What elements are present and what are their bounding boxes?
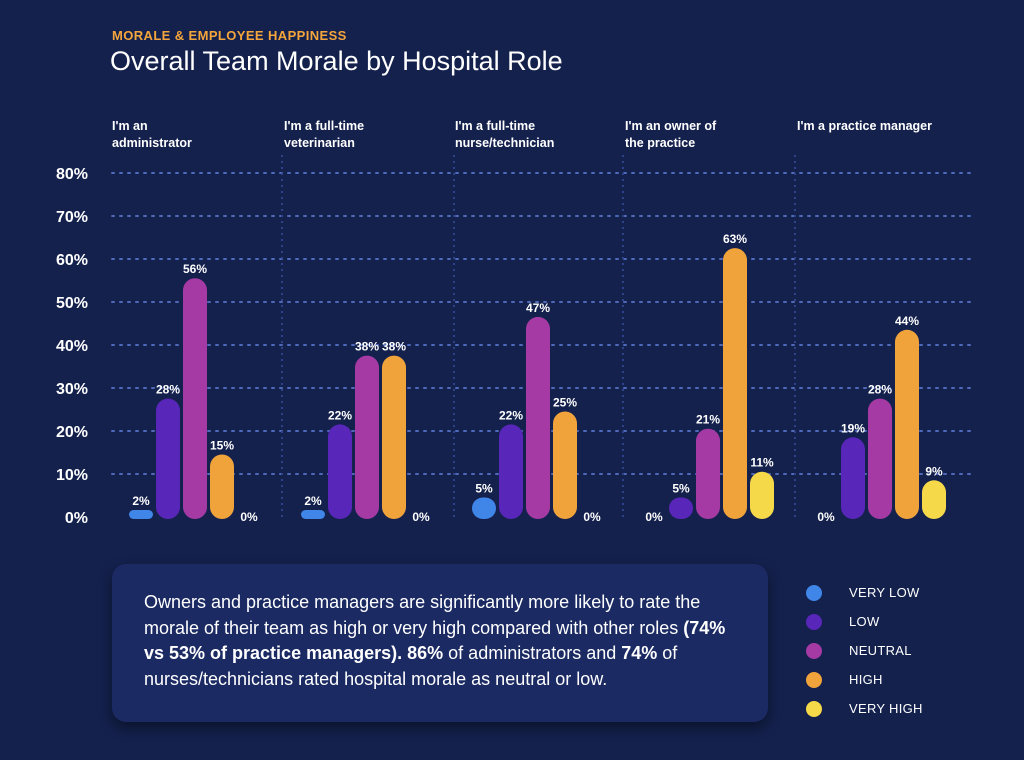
bar-low <box>669 497 693 519</box>
data-label: 2% <box>304 494 322 508</box>
summary-callout: Owners and practice managers are signifi… <box>112 564 768 722</box>
data-label: 2% <box>132 494 150 508</box>
bar-high <box>210 454 234 519</box>
data-label: 38% <box>355 340 379 354</box>
y-tick-label: 70% <box>56 209 88 226</box>
legend-dot-low <box>806 613 822 630</box>
legend-label-high: HIGH <box>849 672 883 687</box>
data-label: 38% <box>382 340 406 354</box>
section-eyebrow: MORALE & EMPLOYEE HAPPINESS <box>112 28 347 43</box>
legend-item-low: LOW <box>806 607 923 636</box>
bar-very-low <box>129 510 153 519</box>
y-tick-label: 80% <box>56 166 88 183</box>
y-tick-label: 20% <box>56 424 88 441</box>
bar-low <box>328 424 352 519</box>
legend-label-neutral: NEUTRAL <box>849 643 912 658</box>
callout-bold-3: 74% <box>621 643 658 664</box>
data-label: 5% <box>672 482 690 496</box>
legend-dot-very-low <box>806 584 822 601</box>
legend-label-very-high: VERY HIGH <box>849 701 923 716</box>
data-label: 44% <box>895 314 919 328</box>
callout-text-1: Owners and practice managers are signifi… <box>144 592 701 638</box>
legend-label-very-low: VERY LOW <box>849 585 920 600</box>
bar-low <box>499 424 523 519</box>
bar-very-low <box>301 510 325 519</box>
bar-high <box>723 248 747 519</box>
y-tick-label: 50% <box>56 295 88 312</box>
data-label: 21% <box>696 413 720 427</box>
data-label: 25% <box>553 396 577 410</box>
y-tick-label: 30% <box>56 381 88 398</box>
legend-dot-neutral <box>806 642 822 659</box>
bar-high <box>382 355 406 519</box>
bar-neutral <box>696 428 720 519</box>
data-label: 47% <box>526 301 550 315</box>
y-tick-label: 10% <box>56 467 88 484</box>
legend-item-very-low: VERY LOW <box>806 578 923 607</box>
data-label: 28% <box>156 383 180 397</box>
data-label: 0% <box>240 510 258 524</box>
callout-bold-1: (74% vs 53% of practice managers). <box>144 617 726 664</box>
data-label: 22% <box>328 408 352 422</box>
legend-item-high: HIGH <box>806 665 923 694</box>
y-tick-label: 40% <box>56 338 88 355</box>
group-label: nurse/technician <box>455 136 554 150</box>
data-label: 0% <box>583 510 601 524</box>
data-label: 63% <box>723 232 747 246</box>
bar-neutral <box>355 355 379 519</box>
group-label: I'm a full-time <box>284 119 364 133</box>
group-label: the practice <box>625 136 695 150</box>
group-label: veterinarian <box>284 136 355 150</box>
callout-text-3: of administrators and <box>443 643 622 664</box>
data-label: 11% <box>750 456 774 470</box>
y-tick-label: 60% <box>56 252 88 269</box>
legend-dot-very-high <box>806 700 822 717</box>
legend-item-neutral: NEUTRAL <box>806 636 923 665</box>
bar-neutral <box>183 278 207 519</box>
group-label: I'm an owner of <box>625 119 717 133</box>
data-label: 56% <box>183 262 207 276</box>
data-label: 0% <box>412 510 430 524</box>
bar-low <box>156 398 180 519</box>
bar-high <box>553 411 577 519</box>
group-label: administrator <box>112 136 192 150</box>
y-tick-label: 0% <box>65 510 88 527</box>
group-label: I'm a practice manager <box>797 119 932 133</box>
data-label: 5% <box>475 482 493 496</box>
group-label: I'm an <box>112 119 148 133</box>
legend-label-low: LOW <box>849 614 880 629</box>
chart-legend: VERY LOW LOW NEUTRAL HIGH VERY HIGH <box>806 578 923 723</box>
data-label: 0% <box>645 510 663 524</box>
callout-text-4: of nurses/technicians rated hospital mor… <box>144 643 678 689</box>
bar-high <box>895 329 919 519</box>
bar-neutral <box>526 316 550 519</box>
morale-bar-chart: 0% 10% 20% 30% 40% 50% 60% 70% 80% I'm an administ… <box>56 119 973 527</box>
legend-item-very-high: VERY HIGH <box>806 694 923 723</box>
group-label: I'm a full-time <box>455 119 535 133</box>
callout-bold-2: 86% <box>407 643 444 664</box>
bar-very-low <box>472 497 496 519</box>
bar-neutral <box>868 398 892 519</box>
bar-low <box>841 437 865 519</box>
bar-very-high <box>750 471 774 519</box>
data-label: 9% <box>925 464 943 478</box>
data-label: 0% <box>817 510 835 524</box>
data-label: 28% <box>868 383 892 397</box>
legend-dot-high <box>806 671 822 688</box>
data-label: 22% <box>499 408 523 422</box>
bar-very-high <box>922 480 946 519</box>
page-title: Overall Team Morale by Hospital Role <box>110 46 563 76</box>
data-label: 19% <box>841 421 865 435</box>
data-label: 15% <box>210 439 234 453</box>
